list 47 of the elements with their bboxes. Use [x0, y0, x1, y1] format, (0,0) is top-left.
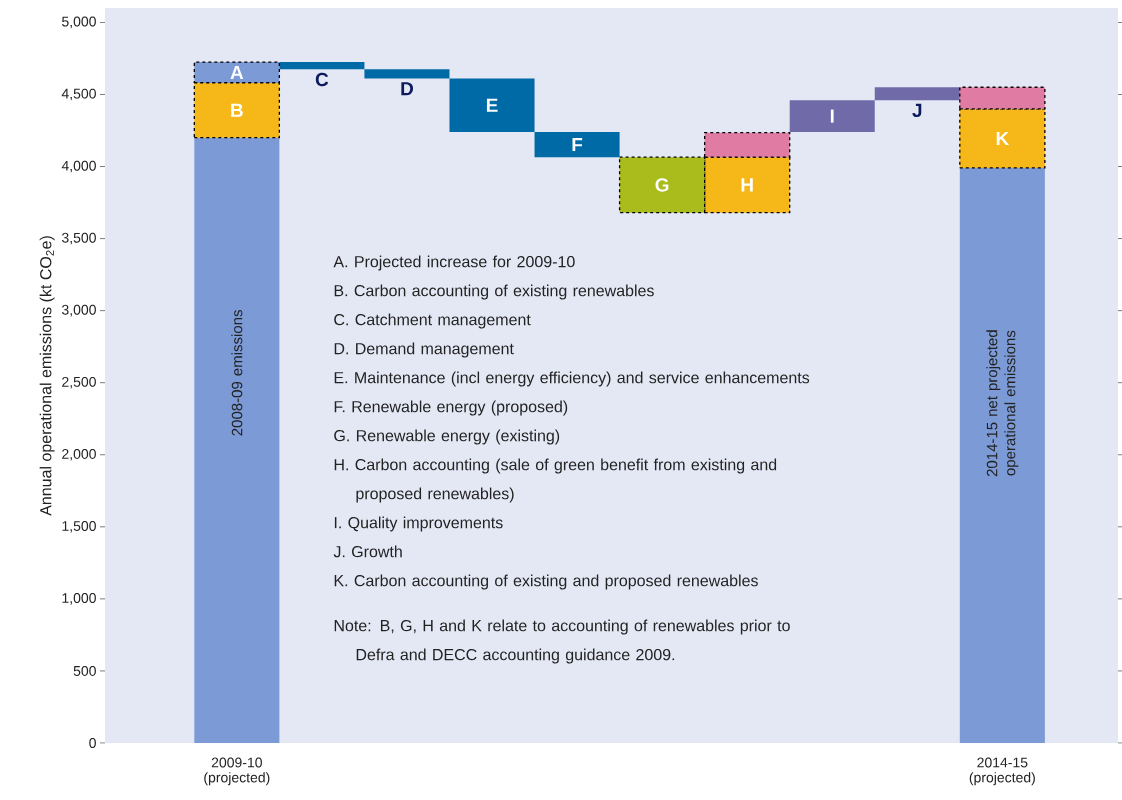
y-tick-label: 5,000 [62, 16, 96, 29]
data-label: A [230, 65, 244, 80]
bar [279, 62, 365, 70]
data-label: F [572, 138, 583, 152]
data-label: C [315, 72, 329, 87]
data-label: 2014-15 net projected operational emissions [986, 330, 1019, 477]
annotation: A. Projected increase for 2009-10 [333, 255, 575, 271]
bar [534, 131, 620, 158]
bar [449, 78, 535, 132]
bar [364, 69, 450, 79]
y-tick-label: 500 [73, 665, 96, 676]
annotation: F. Renewable energy (proposed) [334, 400, 568, 416]
y-tick-label: 1,000 [62, 593, 96, 605]
data-label: J [912, 103, 922, 118]
data-label: I [830, 109, 834, 123]
annotation: H. Carbon accounting (sale of green benefit from existing and proposed renewables) [334, 458, 777, 503]
data-label: H [741, 178, 753, 192]
y-tick-label: 4,000 [61, 160, 96, 173]
annotation: D. Demand management [334, 342, 514, 358]
y-axis-title: Annual operational emissions (kt CO$_{2}$e) [39, 236, 55, 516]
annotation: E. Maintenance (incl energy efficiency) and service enhancements [334, 371, 810, 387]
x-tick-label: 2014-15 (projected) [969, 757, 1035, 786]
y-tick-label: 3,500 [61, 232, 96, 245]
annotation: Note: B, G, H and K relate to accounting of renewables prior to Defra and DECC accounting guidance 2009. [334, 619, 790, 664]
data-label: G [655, 178, 669, 192]
x-tick-label: 2009-10 (projected) [204, 757, 270, 786]
data-label: B [231, 103, 243, 117]
y-tick-label: 2,500 [62, 376, 96, 389]
data-label: E [486, 98, 498, 112]
data-label: D [401, 82, 414, 96]
data-label: K [996, 131, 1010, 145]
data-label: 2008-09 emissions [231, 310, 243, 436]
bar [789, 100, 875, 132]
annotation: C. Catchment management [334, 313, 531, 329]
y-tick-label: 0 [89, 738, 96, 748]
y-tick-label: 3,000 [61, 304, 96, 317]
annotation: B. Carbon accounting of existing renewables [334, 284, 654, 300]
bar [194, 137, 280, 743]
bar [959, 167, 1045, 743]
bar [874, 87, 960, 101]
annotation: I. Quality improvements [334, 516, 503, 532]
y-tick-label: 2,000 [62, 448, 96, 461]
annotation: J. Growth [333, 545, 402, 558]
annotation: K. Carbon accounting of existing and proposed renewables [334, 574, 758, 590]
y-tick-label: 1,500 [62, 521, 96, 533]
y-tick-label: 4,500 [61, 88, 96, 101]
annotation: G. Renewable energy (existing) [334, 429, 560, 445]
